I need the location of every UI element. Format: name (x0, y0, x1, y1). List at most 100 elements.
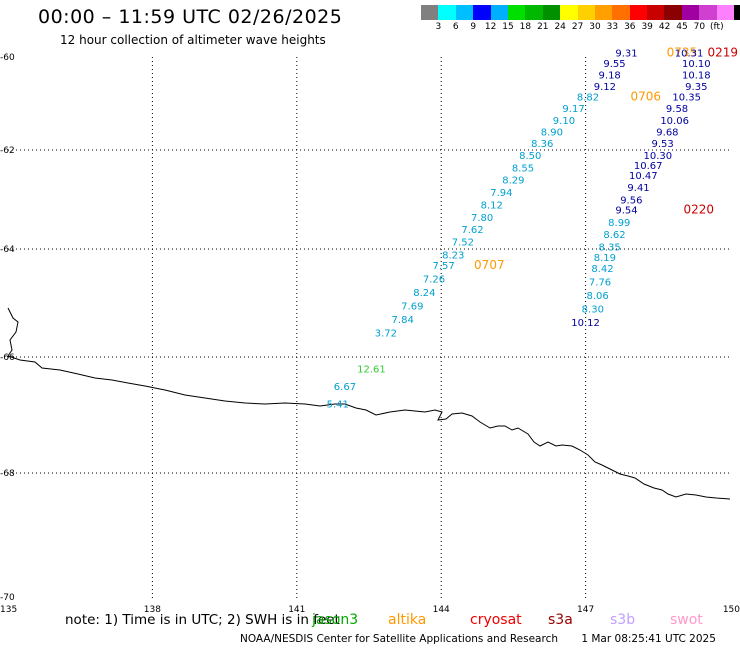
legend-swatch-0 (421, 5, 439, 20)
wave-height-label: 9.18 (599, 71, 621, 82)
legend-swatch-13 (647, 5, 665, 20)
wave-height-label: 9.12 (594, 82, 616, 93)
wave-height-label: 10.67 (634, 161, 663, 172)
wave-height-label: 9.35 (685, 82, 707, 93)
map-frame (8, 57, 730, 600)
wave-height-label: 9.17 (562, 104, 584, 115)
credits-line: NOAA/NESDIS Center for Satellite Applica… (240, 633, 736, 645)
wave-height-label: 9.68 (656, 127, 678, 138)
wave-height-label: 9.55 (603, 59, 625, 70)
timestamp-text: 1 Mar 08:25:41 UTC 2025 (581, 633, 716, 645)
source-s3b: s3b (610, 612, 636, 628)
lon-label: 150 (723, 605, 740, 615)
wave-height-label: 7.76 (589, 277, 611, 288)
legend-label-10: 33 (606, 22, 619, 32)
legend-swatch-10 (594, 5, 613, 20)
wave-height-label: 9.54 (615, 205, 637, 216)
wave-height-label: 10.30 (643, 151, 672, 162)
map-title: 00:00 – 11:59 UTC 02/26/2025 (38, 6, 343, 28)
wave-height-label: 5.41 (327, 399, 349, 410)
coastline (7, 307, 731, 500)
lon-label: 138 (144, 605, 161, 615)
wave-height-label: 8.62 (603, 230, 625, 241)
wave-height-label: 9.41 (627, 183, 649, 194)
wave-height-label: 8.29 (502, 176, 524, 187)
wave-height-label: 7.52 (452, 238, 474, 249)
legend-label-0: 3 (435, 22, 442, 32)
wave-height-label: 8.24 (413, 288, 435, 299)
lat-label: -66 (0, 353, 15, 363)
wave-height-label: 7.84 (392, 315, 414, 326)
wave-height-label: 8.35 (599, 243, 621, 254)
legend-swatch-14 (664, 5, 682, 20)
satellite-source-legend: jason3 altika cryosat s3a s3b swot (0, 612, 740, 628)
wave-height-label: 3.72 (375, 329, 397, 340)
track-time-label: 0220 (683, 202, 714, 216)
legend-label-5: 18 (519, 22, 532, 32)
legend-swatch-3 (473, 5, 491, 20)
lon-label: 147 (577, 605, 594, 615)
legend-label-11: 36 (624, 22, 636, 32)
wave-height-label: 12.61 (357, 365, 386, 376)
legend-label-2: 9 (470, 22, 477, 32)
wave-height-label: 10.06 (660, 116, 689, 127)
legend-label-12: 39 (641, 22, 653, 32)
color-legend-bar (421, 5, 740, 20)
legend-label-15: 70 (693, 22, 706, 32)
legend-swatch-17 (716, 5, 735, 20)
wave-height-label: 7.69 (401, 302, 423, 313)
legend-label-6: 21 (537, 22, 549, 32)
legend-swatch-7 (542, 5, 561, 20)
wave-height-label: 7.26 (423, 275, 445, 286)
lat-label: -70 (0, 593, 15, 603)
legend-swatch-6 (525, 5, 543, 20)
legend-swatch-15 (681, 5, 700, 20)
wave-height-label: 9.58 (666, 104, 688, 115)
wave-height-label: 7.62 (461, 225, 483, 236)
footer-note-text: note: 1) Time is in UTC; 2) SWH is in fe… (65, 612, 340, 628)
source-swot: swot (670, 612, 703, 628)
track-time-label: 0735 (667, 45, 698, 59)
legend-swatch-2 (455, 5, 474, 20)
wave-height-label: 7.94 (490, 188, 512, 199)
legend-swatch-9 (577, 5, 595, 20)
legend-label-7: 24 (554, 22, 566, 32)
lat-label: -60 (0, 53, 15, 63)
wave-height-label: 8.90 (541, 127, 563, 138)
lat-label: -62 (0, 146, 15, 156)
wave-height-label: 8.30 (582, 304, 604, 315)
wave-height-label: 7.80 (471, 213, 493, 224)
legend-label-16: (ft) (710, 22, 724, 32)
legend-label-8: 27 (571, 22, 584, 32)
legend-label-4: 15 (502, 22, 514, 32)
wave-height-label: 10.31 (675, 48, 704, 59)
legend-swatch-11 (612, 5, 630, 20)
wave-height-label: 8.36 (531, 139, 553, 150)
wave-height-label: 9.31 (615, 48, 637, 59)
source-altika: altika (388, 612, 427, 628)
wave-height-label: 10.12 (571, 318, 600, 329)
source-jason3: jason3 (312, 612, 359, 628)
legend-swatch-12 (629, 5, 648, 20)
track-time-label: 0707 (474, 258, 505, 272)
legend-label-14: 45 (676, 22, 688, 32)
wave-height-label: 8.12 (481, 200, 503, 211)
wave-height-label: 9.10 (553, 116, 575, 127)
lat-label: -64 (0, 245, 15, 255)
wave-height-label: 10.47 (629, 171, 658, 182)
wave-height-label: 8.50 (519, 151, 541, 162)
wave-height-label: 8.06 (587, 291, 609, 302)
legend-swatch-5 (507, 5, 526, 20)
track-time-label: 0706 (630, 90, 661, 104)
wave-height-label: 9.53 (651, 139, 673, 150)
wave-height-label: 6.67 (334, 382, 356, 393)
legend-label-9: 30 (589, 22, 601, 32)
credit-text: NOAA/NESDIS Center for Satellite Applica… (240, 633, 558, 645)
legend-swatch-4 (490, 5, 508, 20)
legend-swatch-18 (734, 5, 740, 20)
source-s3a: s3a (548, 612, 573, 628)
wave-height-label: 7.57 (432, 261, 454, 272)
lon-label: 144 (433, 605, 450, 615)
legend-label-3: 12 (484, 22, 497, 32)
